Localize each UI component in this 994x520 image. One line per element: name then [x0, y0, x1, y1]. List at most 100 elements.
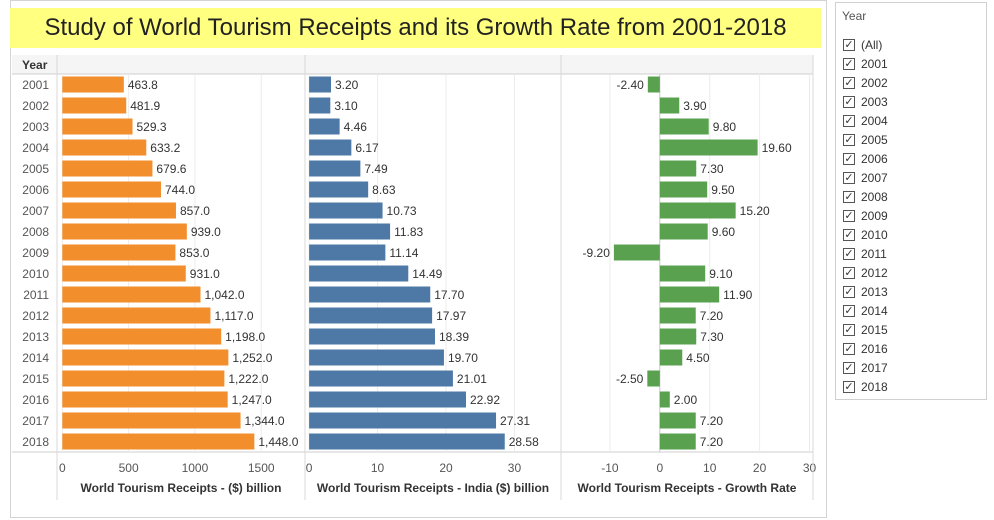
bar-label-1-2017: 27.31 [500, 414, 530, 428]
bar-label-0-2015: 1,222.0 [228, 372, 268, 386]
year-filter-item-2005[interactable]: ✓ 2005 [843, 132, 888, 148]
checkbox[interactable]: ✓ [843, 343, 855, 355]
axis-title-0: World Tourism Receipts - ($) billion [81, 481, 282, 495]
tick-label-2-10: 10 [703, 461, 717, 475]
check-icon: ✓ [844, 57, 854, 70]
year-filter-item-2007[interactable]: ✓ 2007 [843, 170, 888, 186]
bar-2-2007 [659, 202, 736, 219]
checkbox[interactable]: ✓ [843, 267, 855, 279]
checkbox[interactable]: ✓ [843, 305, 855, 317]
bar-label-2-2008: 9.60 [712, 225, 736, 239]
checkbox[interactable]: ✓ [843, 210, 855, 222]
tick-label-0-0: 0 [59, 461, 66, 475]
bar-1-2011 [309, 286, 431, 303]
dashboard: Study of World Tourism Receipts and its … [10, 0, 827, 518]
bar-2-2009 [613, 244, 660, 261]
bar-label-2-2012: 7.20 [700, 309, 724, 323]
checkbox[interactable]: ✓ [843, 286, 855, 298]
check-icon: ✓ [844, 361, 854, 374]
checkbox[interactable]: ✓ [843, 191, 855, 203]
bar-2-2012 [659, 307, 696, 324]
checkbox[interactable]: ✓ [843, 134, 855, 146]
checkbox[interactable]: ✓ [843, 115, 855, 127]
tick-label-0-1000: 1000 [182, 461, 209, 475]
checkbox[interactable]: ✓ [843, 324, 855, 336]
bar-2-2014 [659, 349, 683, 366]
chart-area: Year200120022003200420052006200720082009… [12, 55, 817, 500]
bar-0-2011 [62, 286, 201, 303]
bar-2-2016 [659, 391, 670, 408]
bar-0-2012 [62, 307, 211, 324]
row-label-2014: 2014 [22, 351, 49, 365]
checkbox[interactable]: ✓ [843, 381, 855, 393]
year-filter-panel: Year ✓ (All) ✓ 2001 ✓ 2002 ✓ 2003 ✓ 2004 ✓ 2005 ✓ 200… [835, 2, 987, 400]
year-filter-item-2003[interactable]: ✓ 2003 [843, 94, 888, 110]
year-filter-item-2010[interactable]: ✓ 2010 [843, 227, 888, 243]
bar-label-0-2014: 1,252.0 [232, 351, 272, 365]
bar-0-2013 [62, 328, 222, 345]
row-label-2004: 2004 [22, 141, 49, 155]
bar-label-1-2014: 19.70 [448, 351, 478, 365]
bar-label-0-2013: 1,198.0 [225, 330, 265, 344]
bar-0-2016 [62, 391, 228, 408]
year-filter-item-2009[interactable]: ✓ 2009 [843, 208, 888, 224]
tick-label-2--10: -10 [601, 461, 619, 475]
checkbox[interactable]: ✓ [843, 39, 855, 51]
year-filter-item-2008[interactable]: ✓ 2008 [843, 189, 888, 205]
checkbox[interactable]: ✓ [843, 362, 855, 374]
year-filter-item-2017[interactable]: ✓ 2017 [843, 360, 888, 376]
bar-label-1-2005: 7.49 [364, 162, 388, 176]
year-filter-item-2016[interactable]: ✓ 2016 [843, 341, 888, 357]
checkbox[interactable]: ✓ [843, 96, 855, 108]
check-icon: ✓ [844, 95, 854, 108]
year-filter-item-2011[interactable]: ✓ 2011 [843, 246, 887, 262]
year-filter-item-2013[interactable]: ✓ 2013 [843, 284, 888, 300]
bar-0-2002 [62, 97, 127, 114]
bar-0-2001 [62, 76, 124, 93]
bar-label-2-2003: 9.80 [713, 120, 737, 134]
tick-label-2-30: 30 [803, 461, 817, 475]
year-filter-item-all[interactable]: ✓ (All) [843, 37, 882, 53]
bar-1-2005 [309, 160, 361, 177]
bar-label-1-2015: 21.01 [457, 372, 487, 386]
year-filter-item-2012[interactable]: ✓ 2012 [843, 265, 888, 281]
bar-label-0-2001: 463.8 [128, 78, 158, 92]
bar-label-0-2002: 481.9 [130, 99, 160, 113]
check-icon: ✓ [844, 285, 854, 298]
year-filter-label: 2014 [861, 304, 888, 318]
title-banner: Study of World Tourism Receipts and its … [10, 8, 821, 48]
checkbox[interactable]: ✓ [843, 153, 855, 165]
year-filter-item-2015[interactable]: ✓ 2015 [843, 322, 888, 338]
year-filter-item-2014[interactable]: ✓ 2014 [843, 303, 888, 319]
bar-1-2008 [309, 223, 391, 240]
bar-0-2008 [62, 223, 187, 240]
tick-label-2-20: 20 [753, 461, 767, 475]
bar-label-1-2008: 11.83 [394, 225, 423, 239]
year-filter-item-2006[interactable]: ✓ 2006 [843, 151, 888, 167]
bar-2-2005 [659, 160, 697, 177]
checkbox[interactable]: ✓ [843, 248, 855, 260]
bar-label-0-2007: 857.0 [180, 204, 210, 218]
year-filter-label: 2007 [861, 171, 888, 185]
year-filter-item-2018[interactable]: ✓ 2018 [843, 379, 888, 395]
bar-0-2010 [62, 265, 186, 282]
check-icon: ✓ [844, 228, 854, 241]
year-filter-label: 2009 [861, 209, 888, 223]
checkbox[interactable]: ✓ [843, 229, 855, 241]
check-icon: ✓ [844, 342, 854, 355]
tick-label-1-0: 0 [306, 461, 313, 475]
checkbox[interactable]: ✓ [843, 77, 855, 89]
dashboard-border [10, 0, 827, 518]
bar-label-1-2004: 6.17 [355, 141, 379, 155]
bar-label-2-2006: 9.50 [711, 183, 735, 197]
year-filter-item-2001[interactable]: ✓ 2001 [843, 56, 888, 72]
checkbox[interactable]: ✓ [843, 58, 855, 70]
bar-2-2017 [659, 412, 696, 429]
year-filter-label: 2010 [861, 228, 888, 242]
year-filter-item-2002[interactable]: ✓ 2002 [843, 75, 888, 91]
checkbox[interactable]: ✓ [843, 172, 855, 184]
bar-1-2013 [309, 328, 435, 345]
year-filter-item-2004[interactable]: ✓ 2004 [843, 113, 888, 129]
row-label-2008: 2008 [22, 225, 49, 239]
bar-label-0-2004: 633.2 [150, 141, 180, 155]
